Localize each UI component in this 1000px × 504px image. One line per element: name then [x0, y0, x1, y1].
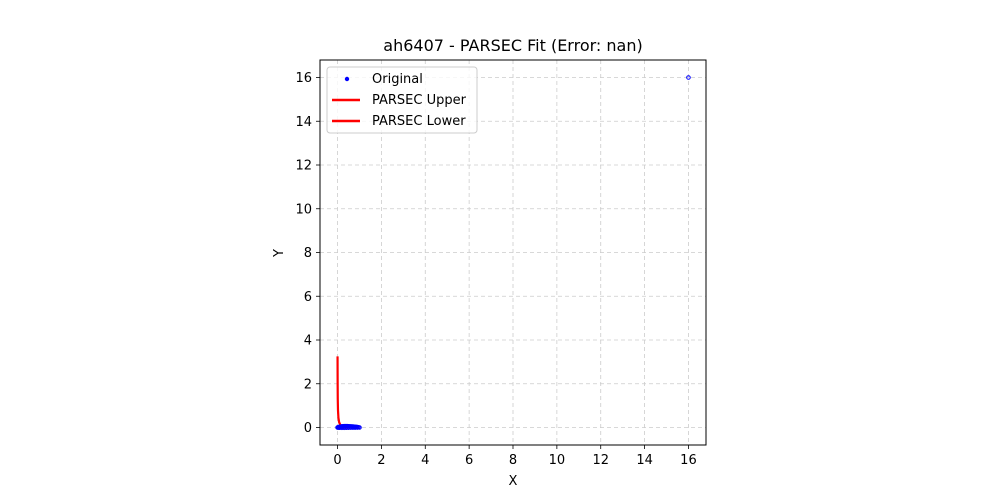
y-tick-label: 4 — [304, 334, 312, 349]
x-tick-label: 12 — [592, 453, 609, 468]
y-tick-label: 10 — [295, 202, 312, 217]
x-tick-label: 8 — [509, 453, 517, 468]
y-tick-label: 6 — [304, 290, 312, 305]
chart-title: ah6407 - PARSEC Fit (Error: nan) — [383, 36, 642, 55]
legend-marker-original — [345, 77, 349, 81]
x-axis-label: X — [509, 474, 518, 489]
x-tick-label: 10 — [549, 453, 566, 468]
series-line-parsec-upper — [338, 356, 360, 427]
y-tick-label: 0 — [304, 421, 312, 436]
x-tick-label: 16 — [680, 453, 697, 468]
legend-label-parsec-lower: PARSEC Lower — [372, 114, 466, 129]
legend-label-original: Original — [372, 72, 423, 87]
y-tick-label: 16 — [295, 71, 312, 86]
y-tick-label: 14 — [295, 115, 312, 130]
legend: Original PARSEC Upper PARSEC Lower — [327, 67, 477, 133]
x-tick-label: 4 — [421, 453, 429, 468]
y-axis-label: Y — [272, 249, 287, 258]
y-tick-label: 12 — [295, 159, 312, 174]
y-tick-label: 8 — [304, 246, 312, 261]
y-tick-label: 2 — [304, 377, 312, 392]
x-tick-label: 0 — [333, 453, 341, 468]
x-tick-label: 6 — [465, 453, 473, 468]
legend-label-parsec-upper: PARSEC Upper — [372, 93, 467, 108]
x-tick-label: 14 — [636, 453, 653, 468]
x-tick-label: 2 — [377, 453, 385, 468]
